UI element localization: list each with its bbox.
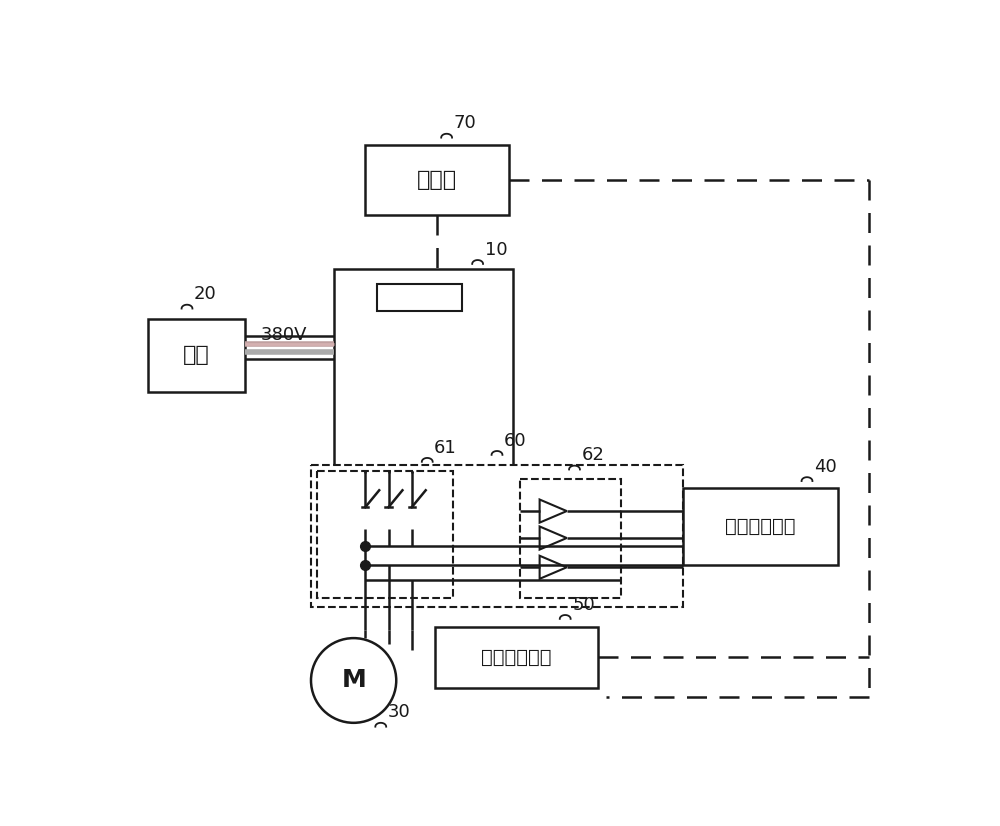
Text: 10: 10 <box>485 240 507 259</box>
Text: 电阔测量模块: 电阔测量模块 <box>725 517 796 536</box>
Text: 40: 40 <box>814 458 837 476</box>
Text: 控制器: 控制器 <box>417 170 457 190</box>
Text: 60: 60 <box>504 432 527 449</box>
Bar <box>377 284 462 311</box>
Bar <box>148 319 245 392</box>
Text: 温度测量模块: 温度测量模块 <box>481 648 552 667</box>
Bar <box>334 268 512 472</box>
Text: 62: 62 <box>581 446 604 464</box>
Text: 电源: 电源 <box>183 345 210 365</box>
Text: 20: 20 <box>194 285 217 303</box>
Bar <box>311 465 683 607</box>
Bar <box>683 488 838 565</box>
Bar <box>435 627 598 688</box>
Bar <box>317 471 453 598</box>
Text: 380V: 380V <box>261 325 307 344</box>
Bar <box>365 145 509 215</box>
Text: 50: 50 <box>572 596 595 614</box>
Text: 70: 70 <box>454 114 476 132</box>
Text: M: M <box>341 668 366 692</box>
Text: 30: 30 <box>388 704 410 721</box>
Bar <box>520 479 621 598</box>
Text: 61: 61 <box>434 439 457 457</box>
